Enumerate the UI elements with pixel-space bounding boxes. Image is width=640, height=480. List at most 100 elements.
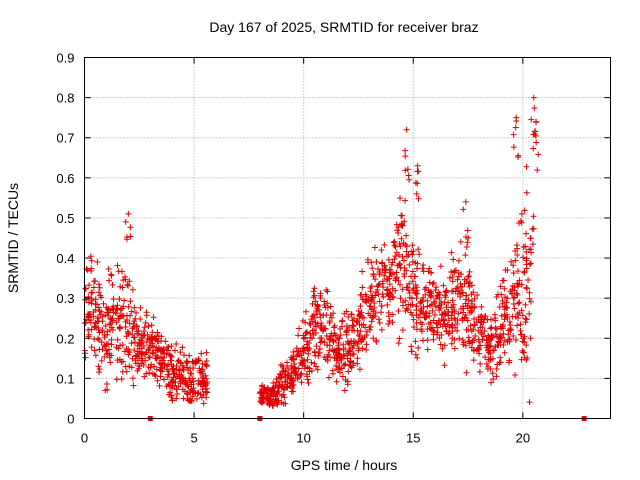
data-point	[512, 257, 519, 264]
data-point	[177, 359, 184, 366]
data-point	[291, 369, 298, 376]
data-point	[355, 331, 362, 338]
data-point	[117, 313, 124, 320]
data-point	[131, 318, 138, 325]
data-point	[94, 335, 101, 342]
data-point	[454, 276, 461, 283]
x-tick-labels: 0 5 10 15 20	[81, 431, 530, 446]
data-point	[125, 330, 132, 337]
data-point	[501, 349, 508, 356]
data-point	[522, 243, 529, 250]
data-point	[381, 266, 388, 273]
data-point	[430, 336, 437, 343]
data-point	[149, 329, 156, 336]
data-point	[290, 376, 297, 383]
data-point	[90, 313, 97, 320]
data-point	[345, 324, 352, 331]
data-point	[498, 312, 505, 319]
data-point	[399, 327, 406, 334]
data-point	[345, 313, 352, 320]
data-point	[498, 291, 505, 298]
data-point	[446, 274, 453, 281]
data-point	[526, 295, 533, 302]
data-point	[279, 368, 286, 375]
data-point	[449, 335, 456, 342]
data-point	[451, 345, 458, 352]
data-point	[521, 269, 528, 276]
data-point	[301, 357, 308, 364]
data-point	[462, 296, 469, 303]
data-point	[98, 357, 105, 364]
data-point	[147, 338, 154, 345]
data-point	[507, 321, 514, 328]
data-point	[294, 351, 301, 358]
data-point	[278, 374, 285, 381]
data-point	[337, 325, 344, 332]
data-point	[460, 206, 467, 213]
data-point	[401, 265, 408, 272]
data-point	[467, 309, 474, 316]
data-point	[335, 359, 342, 366]
data-point	[398, 212, 405, 219]
data-point	[202, 388, 209, 395]
data-point	[311, 285, 318, 292]
data-point	[359, 284, 366, 291]
data-point	[415, 344, 422, 351]
data-point	[95, 289, 102, 296]
data-point	[367, 288, 374, 295]
data-point	[114, 302, 121, 309]
data-point	[376, 298, 383, 305]
data-point	[168, 343, 175, 350]
data-point	[398, 235, 405, 242]
data-point	[477, 319, 484, 326]
data-point	[515, 283, 522, 290]
data-point	[460, 339, 467, 346]
data-point	[151, 371, 158, 378]
data-point	[88, 344, 95, 351]
data-point	[350, 323, 357, 330]
data-point	[378, 309, 385, 316]
data-point	[467, 307, 474, 314]
data-point	[478, 319, 485, 326]
x-tick-label: 0	[81, 431, 88, 446]
data-point	[518, 307, 525, 314]
data-point	[523, 356, 530, 363]
data-point	[94, 258, 101, 265]
data-point	[293, 345, 300, 352]
data-point	[487, 356, 494, 363]
data-point	[417, 300, 424, 307]
data-point	[345, 339, 352, 346]
data-point	[466, 279, 473, 286]
data-point	[199, 386, 206, 393]
data-point	[523, 316, 530, 323]
data-point	[162, 338, 169, 345]
data-point	[273, 398, 280, 405]
data-point	[91, 347, 98, 354]
data-point	[514, 322, 521, 329]
data-point	[443, 327, 450, 334]
data-points	[81, 94, 587, 421]
y-tick-label: 0.7	[56, 131, 74, 146]
data-point	[169, 397, 176, 404]
data-point	[308, 367, 315, 374]
data-point	[413, 265, 420, 272]
data-point	[381, 272, 388, 279]
y-tick-label: 0.1	[56, 371, 74, 386]
data-point	[129, 375, 136, 382]
data-point	[300, 335, 307, 342]
data-point	[173, 341, 180, 348]
data-point	[137, 316, 144, 323]
data-point	[97, 292, 104, 299]
data-point	[481, 328, 488, 335]
data-point	[328, 314, 335, 321]
data-point	[156, 382, 163, 389]
data-point	[368, 259, 375, 266]
data-point	[307, 321, 314, 328]
data-point	[349, 344, 356, 351]
data-point	[457, 293, 464, 300]
data-point	[116, 356, 123, 363]
data-point	[198, 394, 205, 401]
data-point	[183, 390, 190, 397]
data-point	[497, 283, 504, 290]
